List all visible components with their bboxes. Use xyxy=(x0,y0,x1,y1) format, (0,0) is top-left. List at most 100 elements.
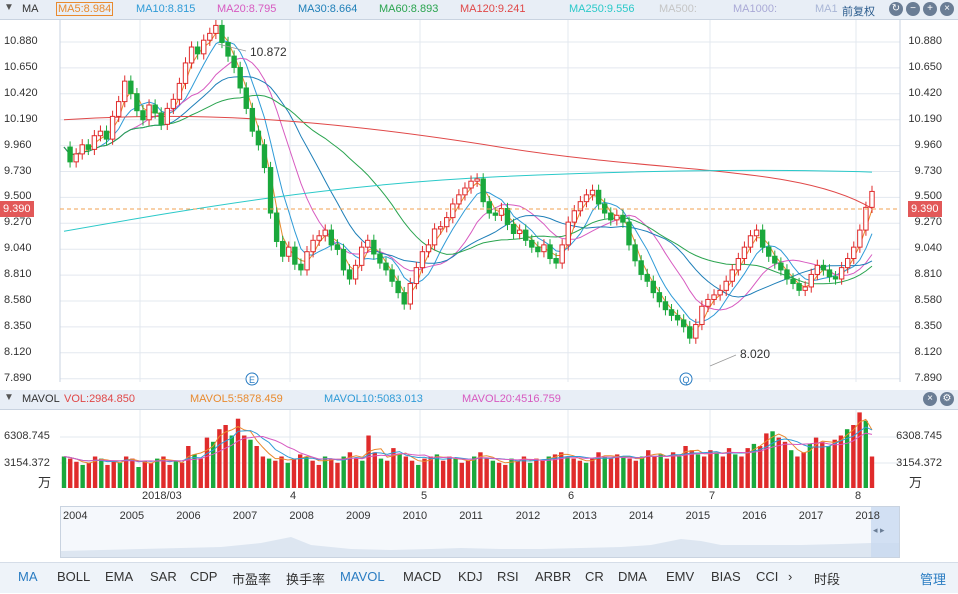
volume-chart[interactable] xyxy=(0,410,958,500)
volume-bar[interactable] xyxy=(627,458,632,488)
candle[interactable] xyxy=(735,258,742,271)
candle[interactable] xyxy=(273,212,280,242)
candle[interactable] xyxy=(292,246,298,265)
volume-bar[interactable] xyxy=(130,458,135,488)
zoom-out-icon[interactable]: − xyxy=(906,2,920,16)
volume-bar[interactable] xyxy=(714,452,719,488)
candle[interactable] xyxy=(802,286,808,291)
volume-bar[interactable] xyxy=(235,418,241,488)
candle[interactable] xyxy=(753,229,760,237)
candle[interactable] xyxy=(352,264,359,280)
candle[interactable] xyxy=(656,292,663,303)
volume-bar[interactable] xyxy=(652,456,657,489)
collapse-icon[interactable]: ▼ xyxy=(4,2,14,13)
tab-2[interactable]: EMA xyxy=(105,569,134,584)
candle[interactable] xyxy=(146,104,152,121)
volume-bar[interactable] xyxy=(472,456,477,489)
candle[interactable] xyxy=(401,292,407,305)
volume-bar[interactable] xyxy=(409,460,415,488)
candle[interactable] xyxy=(717,289,723,296)
volume-bar[interactable] xyxy=(385,460,390,488)
candle[interactable] xyxy=(176,82,183,100)
tab-9[interactable]: KDJ xyxy=(458,569,483,584)
candle[interactable] xyxy=(395,280,401,294)
volume-bar[interactable] xyxy=(434,454,440,488)
tab-1[interactable]: BOLL xyxy=(57,569,91,584)
volume-bar[interactable] xyxy=(142,460,147,488)
candle[interactable] xyxy=(152,104,158,114)
volume-bar[interactable] xyxy=(155,458,160,488)
volume-bar[interactable] xyxy=(403,456,409,489)
candle[interactable] xyxy=(772,255,778,264)
candle[interactable] xyxy=(431,228,438,246)
candle[interactable] xyxy=(571,210,578,223)
volume-bar[interactable] xyxy=(490,460,496,488)
volume-bar[interactable] xyxy=(608,458,614,488)
volume-bar[interactable] xyxy=(869,456,875,489)
tab-10[interactable]: RSI xyxy=(497,569,519,584)
volume-bar[interactable] xyxy=(260,456,266,489)
candle[interactable] xyxy=(535,246,541,253)
candle[interactable] xyxy=(674,314,681,321)
volume-bar[interactable] xyxy=(92,456,98,489)
volume-bar[interactable] xyxy=(378,458,384,488)
volume-bar[interactable] xyxy=(105,464,110,488)
tab-14[interactable]: EMV xyxy=(666,569,695,584)
candle[interactable] xyxy=(680,319,687,328)
volume-bar[interactable] xyxy=(198,458,203,488)
volume-bar[interactable] xyxy=(353,458,359,488)
refresh-icon[interactable]: ↻ xyxy=(889,2,903,16)
volume-bar[interactable] xyxy=(484,458,489,488)
volume-bar[interactable] xyxy=(826,446,831,488)
volume-bar[interactable] xyxy=(838,435,844,489)
event-q-marker[interactable]: Q xyxy=(679,372,693,386)
volume-bar[interactable] xyxy=(807,443,813,488)
volume-bar[interactable] xyxy=(546,456,551,489)
tab-16[interactable]: CCI xyxy=(756,569,779,584)
volume-bar[interactable] xyxy=(192,454,197,488)
price-chart[interactable]: 10.872 8.020 E Q xyxy=(0,20,958,390)
volume-bar[interactable] xyxy=(316,464,322,488)
volume-bar[interactable] xyxy=(720,456,726,489)
volume-bar[interactable] xyxy=(99,458,104,488)
candle[interactable] xyxy=(255,130,262,146)
volume-bar[interactable] xyxy=(74,461,79,488)
volume-bar[interactable] xyxy=(167,464,172,488)
candle[interactable] xyxy=(310,239,316,253)
candle[interactable] xyxy=(832,276,839,280)
volume-bar[interactable] xyxy=(496,462,502,488)
candle[interactable] xyxy=(632,244,638,262)
tab-13[interactable]: DMA xyxy=(618,569,647,584)
tab-12[interactable]: CR xyxy=(585,569,604,584)
candle[interactable] xyxy=(826,269,833,278)
candle[interactable] xyxy=(261,144,268,169)
candle[interactable] xyxy=(425,244,432,253)
candle[interactable] xyxy=(103,130,110,140)
volume-bar[interactable] xyxy=(677,456,682,489)
adjust-button[interactable]: 前复权 xyxy=(842,6,875,18)
volume-bar[interactable] xyxy=(173,460,179,488)
candle[interactable] xyxy=(79,144,85,155)
volume-bar[interactable] xyxy=(540,460,545,488)
candle[interactable] xyxy=(796,283,802,291)
volume-bar[interactable] xyxy=(322,456,328,489)
candle[interactable] xyxy=(547,244,553,260)
candle[interactable] xyxy=(207,32,213,41)
volume-bar[interactable] xyxy=(646,450,651,488)
volume-bar[interactable] xyxy=(503,464,508,488)
candle[interactable] xyxy=(97,130,104,137)
volume-bar[interactable] xyxy=(683,446,688,488)
candle[interactable] xyxy=(286,246,292,257)
candle[interactable] xyxy=(225,41,231,57)
candle[interactable] xyxy=(280,240,286,257)
volume-bar[interactable] xyxy=(465,460,471,488)
volume-bar[interactable] xyxy=(695,454,701,488)
candle[interactable] xyxy=(201,39,207,55)
candle[interactable] xyxy=(687,326,693,339)
candle[interactable] xyxy=(759,229,766,248)
candle[interactable] xyxy=(249,107,256,132)
volume-bar[interactable] xyxy=(372,452,377,488)
volume-bar[interactable] xyxy=(527,462,533,488)
candle[interactable] xyxy=(553,258,559,264)
volume-bar[interactable] xyxy=(416,464,421,488)
